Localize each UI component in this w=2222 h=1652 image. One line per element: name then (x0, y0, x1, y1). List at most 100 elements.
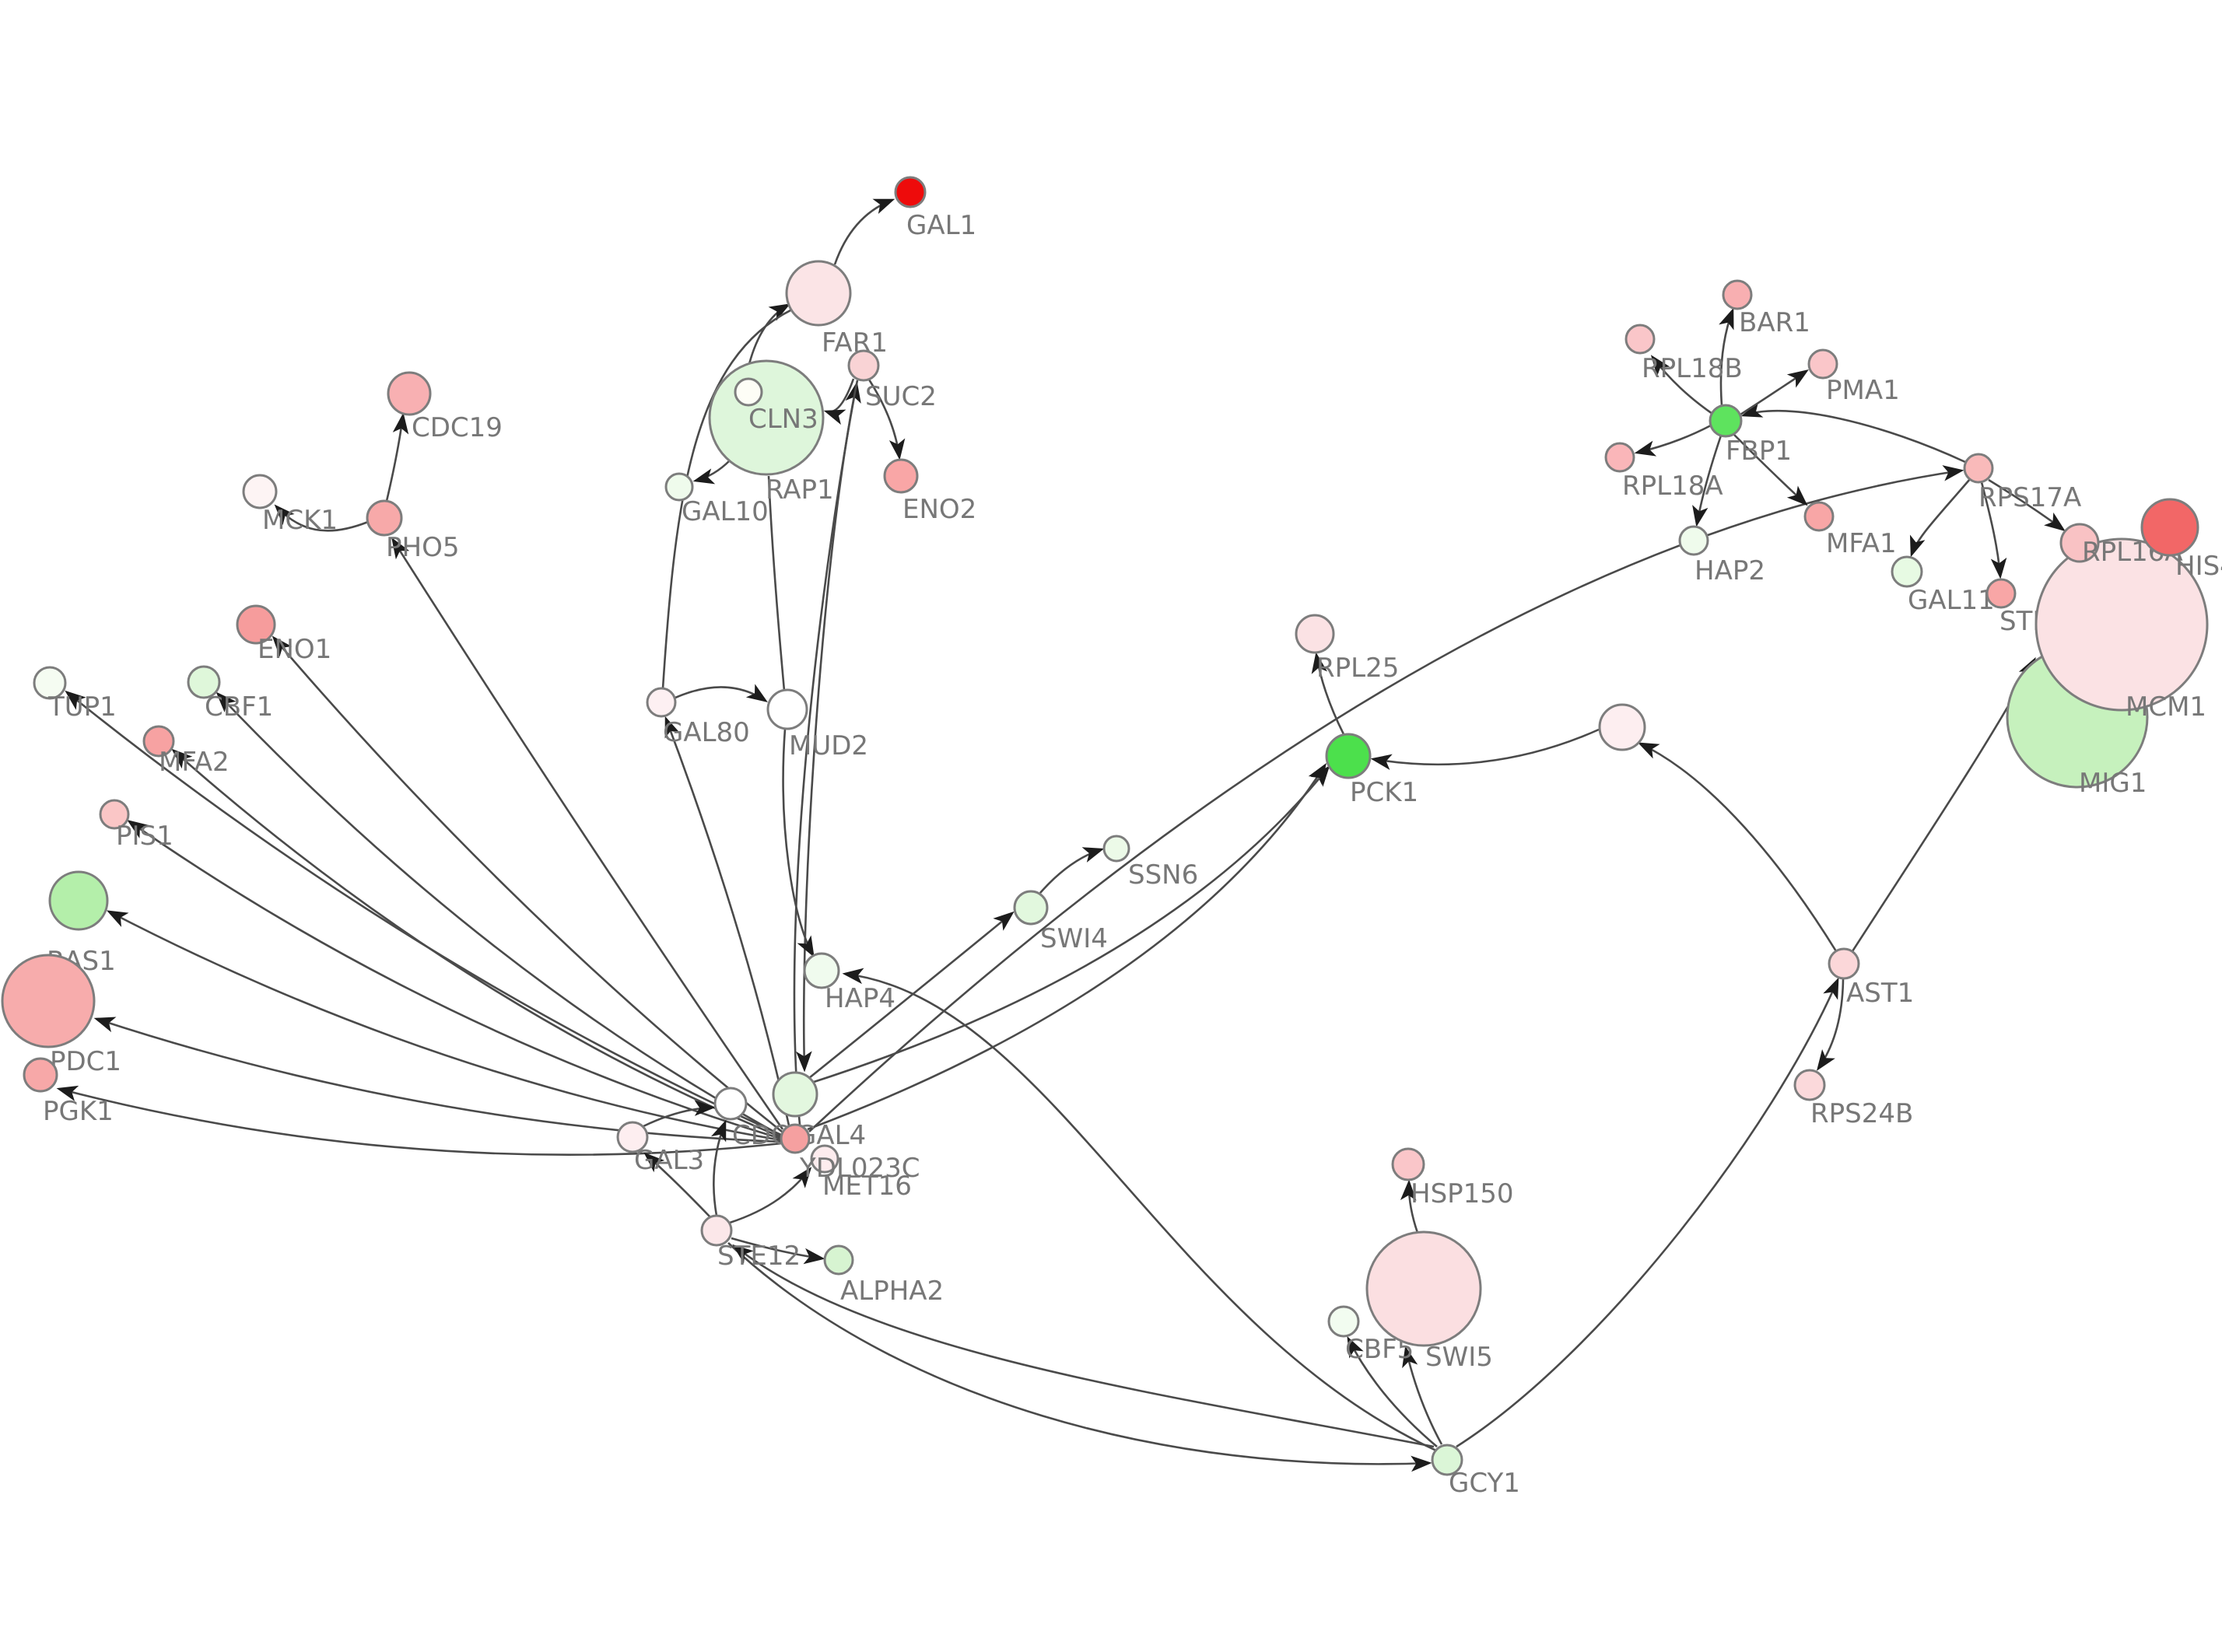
edge-MUD2-HAP4[interactable] (782, 728, 815, 958)
node-HAP4[interactable] (803, 952, 840, 989)
node-CDC19[interactable] (387, 371, 432, 416)
edge-STE12-GCY1[interactable] (727, 1242, 1432, 1472)
edge-YDL023C-CBF1[interactable] (216, 691, 782, 1137)
node-SUC2[interactable] (847, 349, 880, 382)
edge-STE12-CDC6[interactable] (710, 1119, 727, 1216)
edge-YDL023C-PCK1[interactable] (807, 763, 1327, 1131)
edge-GCY1-AST1[interactable] (1456, 977, 1839, 1448)
node-GAL10[interactable] (664, 472, 694, 502)
edge-GCY1-SWI5[interactable] (1402, 1346, 1443, 1445)
node-MET16[interactable] (810, 1144, 839, 1174)
edge-FAR1-GAL1[interactable] (833, 198, 895, 265)
edge-FBP1-RPL18A[interactable] (1634, 424, 1712, 457)
node-HAP2[interactable] (1678, 525, 1709, 556)
node-SWI5[interactable] (1365, 1230, 1482, 1347)
edge-RPS17A-FBP1[interactable] (1740, 402, 1966, 464)
node-GAL4[interactable] (772, 1071, 818, 1118)
edge-RPS17A-RPL16A[interactable] (1988, 478, 2066, 532)
node-CBF1[interactable] (187, 665, 221, 699)
edge-FBP1-MFA1[interactable] (1732, 432, 1808, 506)
edge-YDL023C-GAL80[interactable] (664, 716, 790, 1126)
edge-FBP1-BAR1[interactable] (1719, 307, 1734, 406)
edge-GCY1-CBF5[interactable] (1347, 1335, 1438, 1447)
edge-AST1-MCM1[interactable] (1851, 656, 2036, 952)
edge-GCY1-STE12[interactable] (732, 1244, 1435, 1448)
edge-YDL023C-PDC1[interactable] (93, 1017, 782, 1143)
node-GAL11[interactable] (1891, 555, 1923, 588)
edge-YDL023C-RAS1[interactable] (106, 910, 782, 1142)
edge-RPS17A-GAL11[interactable] (1909, 478, 1971, 558)
node-PDC1[interactable] (1, 954, 96, 1048)
node-PHO5[interactable] (366, 499, 403, 537)
node-AST1[interactable] (1828, 947, 1860, 980)
node-SSN6[interactable] (1102, 835, 1130, 863)
edge-STE12-GAL3[interactable] (643, 1152, 711, 1218)
node-GAL3[interactable] (616, 1121, 649, 1153)
edge-STE12-ALPHA2[interactable] (731, 1237, 825, 1265)
edge-YDL023C-PHO5[interactable] (391, 537, 784, 1130)
node-TUP1[interactable] (33, 666, 67, 700)
node-PCK1[interactable] (1325, 733, 1372, 779)
node-GAL80[interactable] (646, 687, 677, 718)
edge-FBP1-HAP2[interactable] (1692, 435, 1723, 527)
edge-SUC2-GAL4[interactable] (796, 380, 859, 1073)
node-ENO2[interactable] (883, 458, 919, 494)
edge-RPS17A-STE2[interactable] (1980, 481, 2007, 579)
node-RAS1[interactable] (48, 870, 109, 931)
node-RPL18A[interactable] (1604, 442, 1635, 473)
node-HSP150[interactable] (1391, 1147, 1425, 1181)
node-MCM1[interactable] (2034, 537, 2209, 712)
node-FAR1[interactable] (785, 260, 852, 327)
edge-YDL023C-ENO1[interactable] (272, 635, 783, 1133)
node-PMA1[interactable] (1807, 348, 1838, 380)
edge-FBP1-PMA1[interactable] (1740, 369, 1809, 416)
node-PGK1[interactable] (23, 1057, 58, 1093)
node-MFA2[interactable] (142, 725, 175, 758)
edge-GAL3-CDC6[interactable] (643, 1100, 716, 1128)
node-RPL18B[interactable] (1624, 324, 1656, 355)
edge-YDL023C-PGK1[interactable] (56, 1085, 783, 1157)
edge-AST1-RPS24B[interactable] (1816, 978, 1845, 1071)
node-HIS4[interactable] (2140, 498, 2199, 557)
node-SWI4[interactable] (1013, 890, 1049, 926)
node-ENO1[interactable] (236, 604, 276, 645)
edge-PCK1-RPL25[interactable] (1311, 652, 1345, 735)
node-MCK1[interactable] (242, 474, 278, 509)
edge-SUC2-ENO2[interactable] (867, 379, 906, 460)
node-BAR1[interactable] (1722, 279, 1753, 310)
edge-YDL023C-MFA2[interactable] (171, 748, 782, 1139)
edge-PHO5-MCK1[interactable] (274, 504, 369, 532)
edge-GAL80-FAR1[interactable] (661, 307, 794, 689)
node-PIS1[interactable] (99, 799, 130, 830)
edge-AST1-NODE_X[interactable] (1637, 742, 1838, 952)
node-RPL25[interactable] (1295, 614, 1335, 654)
edge-YDL023C-PIS1[interactable] (127, 819, 782, 1140)
edge-SWI4-SSN6[interactable] (1039, 847, 1105, 894)
node-RPS24B[interactable] (1793, 1069, 1826, 1101)
edge-GAL4-SWI4[interactable] (804, 911, 1015, 1083)
edge-SWI5-HSP150[interactable] (1400, 1179, 1419, 1234)
edge-GAL80-MUD2[interactable] (675, 684, 768, 702)
edge-GAL4-PCK1[interactable] (808, 765, 1330, 1085)
node-STE12[interactable] (700, 1214, 733, 1247)
edge-STE12-MET16[interactable] (729, 1167, 812, 1224)
edge-PHO5-CDC19[interactable] (385, 412, 409, 502)
edge-GCY1-HAP4[interactable] (842, 968, 1437, 1452)
node-CLN3[interactable] (734, 377, 763, 407)
node-MFA1[interactable] (1803, 501, 1835, 532)
node-GCY1[interactable] (1431, 1444, 1463, 1476)
node-CDC6[interactable] (713, 1087, 748, 1121)
edge-NODE_X-PCK1[interactable] (1370, 728, 1600, 770)
node-RPL16A[interactable] (2059, 523, 2100, 563)
node-ALPHA2[interactable] (823, 1244, 854, 1276)
edge-RAP1-GAL10[interactable] (692, 460, 731, 485)
node-STE2[interactable] (1985, 578, 2017, 609)
edge-SUC2-RAP1[interactable] (823, 378, 855, 425)
node-YDL023C[interactable] (780, 1123, 811, 1154)
node-NODE_X[interactable] (1598, 703, 1646, 751)
node-MUD2[interactable] (766, 688, 808, 730)
edge-FBP1-RPL18B[interactable] (1650, 355, 1713, 415)
node-FBP1[interactable] (1709, 404, 1743, 438)
edge-MUD2-RAP1[interactable] (767, 475, 786, 691)
node-CBF5[interactable] (1327, 1305, 1360, 1338)
